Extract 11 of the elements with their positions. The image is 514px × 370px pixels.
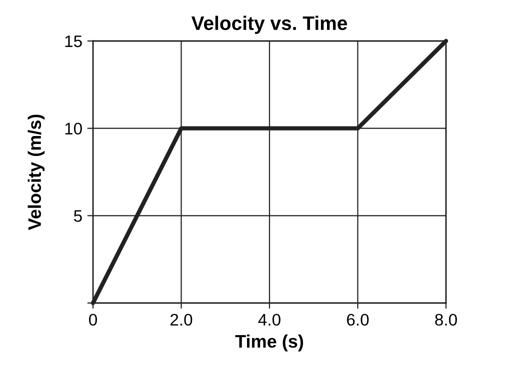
x-tick-label: 2.0: [170, 314, 192, 326]
y-tick-label: 15: [65, 36, 82, 48]
x-axis-title: Time (s): [235, 334, 304, 352]
y-tick-label: 5: [74, 210, 82, 222]
y-tick-label: 10: [65, 122, 82, 135]
y-axis-title: Velocity (m/s): [28, 114, 45, 230]
x-tick-label: 6.0: [347, 314, 369, 326]
chart-title: Velocity vs. Time: [191, 16, 348, 34]
x-tick-label: 8.0: [435, 314, 457, 326]
x-tick-label: 0: [89, 314, 97, 326]
x-tick-label: 4.0: [258, 314, 280, 326]
